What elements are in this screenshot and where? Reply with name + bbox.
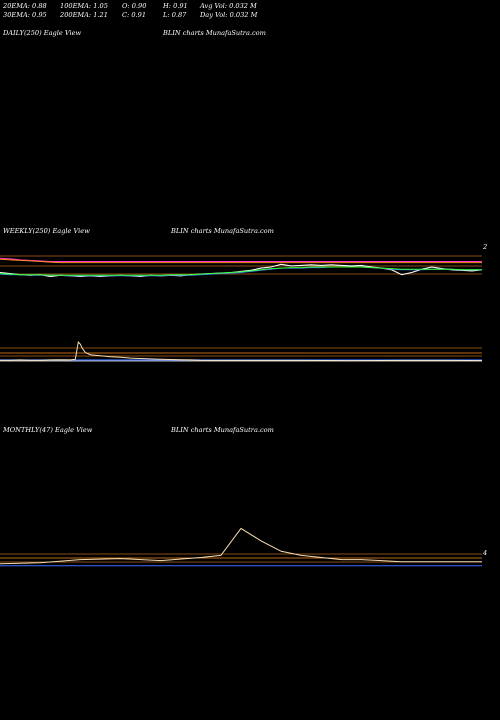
monthly-price-chart — [0, 527, 482, 567]
weekly-volume-reference-lines — [0, 347, 482, 361]
weekly-price-chart — [0, 257, 483, 277]
weekly-volume-line — [0, 341, 483, 362]
day-vol-stat: Day Vol: 0.032 M — [200, 11, 258, 19]
weekly-axis-tick: 2 — [483, 243, 488, 251]
ema200-stat: 200EMA: 1.21 — [60, 11, 108, 19]
weekly-series-line-3 — [0, 258, 482, 264]
weekly-series-line-2 — [0, 257, 482, 262]
high-stat: H: 0.91 — [163, 2, 188, 10]
avg-vol-stat: Avg Vol: 0.032 M — [200, 2, 257, 10]
daily-panel-label: DAILY(250) Eagle View — [3, 29, 82, 37]
weekly-panel-label: WEEKLY(250) Eagle View — [3, 227, 90, 235]
weekly-panel-watermark: BLIN charts MunafaSutra.com — [171, 227, 274, 235]
low-stat: L: 0.87 — [163, 11, 187, 19]
monthly-panel-label: MONTHLY(47) Eagle View — [3, 426, 93, 434]
weekly-reference-lines — [0, 255, 482, 275]
close-stat: C: 0.91 — [122, 11, 147, 19]
weekly-series-line-4 — [0, 266, 482, 276]
monthly-reference-lines — [0, 553, 482, 563]
open-stat: O: 0.90 — [122, 2, 147, 10]
ema100-stat: 100EMA: 1.05 — [60, 2, 108, 10]
ema30-stat: 30EMA: 0.95 — [3, 11, 47, 19]
monthly-panel-watermark: BLIN charts MunafaSutra.com — [171, 426, 274, 434]
daily-panel-watermark: BLIN charts MunafaSutra.com — [163, 29, 266, 37]
ema20-stat: 20EMA: 0.88 — [3, 2, 47, 10]
monthly-series-line-0 — [0, 527, 482, 565]
weekly-volume-chart — [0, 341, 483, 362]
monthly-axis-tick: 4 — [483, 549, 488, 557]
